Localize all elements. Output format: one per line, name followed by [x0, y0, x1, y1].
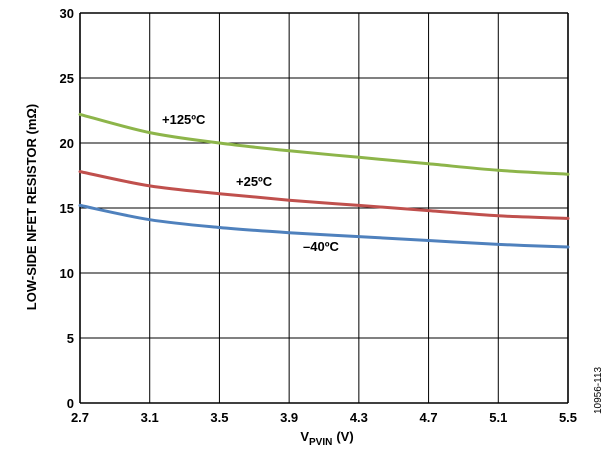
series-label-minus40c: –40ºC: [303, 239, 339, 254]
y-tick-label: 20: [60, 136, 74, 151]
series-line-1: [78, 170, 570, 220]
series-lines: [78, 112, 570, 249]
y-tick-label: 5: [67, 331, 74, 346]
x-axis-label-unit: (V): [336, 429, 353, 444]
x-tick-label: 3.1: [141, 410, 159, 425]
grid: [79, 12, 569, 404]
figure-id: 10956-113: [593, 366, 604, 414]
series-label-125c: +125ºC: [162, 112, 206, 127]
x-tick-label: 3.5: [210, 410, 228, 425]
x-axis-label-subscript: PVIN: [309, 437, 332, 448]
x-tick-label: 4.7: [420, 410, 438, 425]
x-tick-label: 3.9: [280, 410, 298, 425]
series-line-0: [78, 112, 570, 176]
x-tick-label: 5.1: [489, 410, 507, 425]
y-tick-label: 15: [60, 201, 74, 216]
x-tick-labels: 2.7 3.1 3.5 3.9 4.3 4.7 5.1 5.5: [71, 410, 577, 425]
y-tick-label: 30: [60, 6, 74, 21]
series-line-2: [78, 203, 570, 249]
y-tick-label: 10: [60, 266, 74, 281]
x-tick-label: 4.3: [350, 410, 368, 425]
y-tick-label: 25: [60, 71, 74, 86]
x-tick-label: 5.5: [559, 410, 577, 425]
y-tick-label: 0: [67, 396, 74, 411]
series-label-25c: +25ºC: [236, 174, 273, 189]
y-axis-label: LOW-SIDE NFET RESISTOR (mΩ): [24, 104, 39, 310]
y-tick-labels: 0 5 10 15 20 25 30: [60, 6, 74, 411]
x-axis-label: VPVIN (V): [300, 429, 353, 448]
x-tick-label: 2.7: [71, 410, 89, 425]
x-axis-label-main: V: [300, 429, 309, 444]
